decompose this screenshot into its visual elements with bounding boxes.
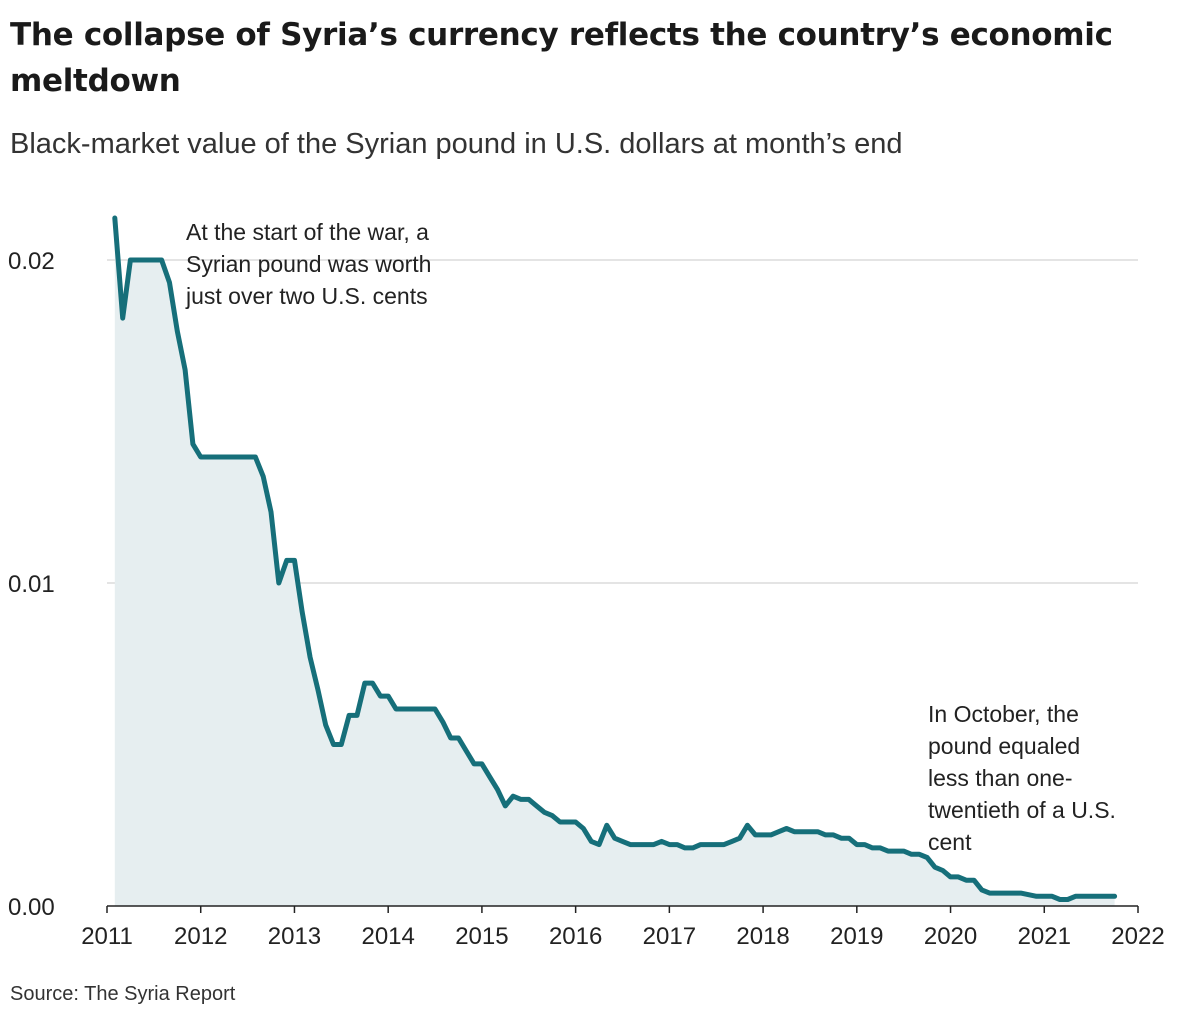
x-tick-label: 2013: [268, 923, 321, 950]
series-line: [112, 215, 1118, 902]
x-tick-label: 2018: [736, 923, 789, 950]
annotation-line: At the start of the war, a: [186, 219, 429, 245]
annotation-line: less than one-: [928, 765, 1072, 791]
annotation-line: In October, the: [928, 701, 1079, 727]
x-axis: 2011 2012 2013 2014 2015 2016 2017 2018 2019 2020…: [81, 905, 1165, 950]
annotation-line: cent: [928, 829, 972, 855]
x-tick-label: 2015: [455, 923, 508, 950]
annotation-2: In October, the pound equaled less than on…: [928, 701, 1116, 855]
x-tick-label: 2021: [1018, 923, 1071, 950]
annotation-line: just over two U.S. cents: [185, 283, 428, 309]
plot-area: [112, 215, 1118, 906]
x-tick-label: 2011: [81, 923, 133, 950]
y-tick-label: 0.02: [8, 248, 55, 275]
annotation-line: twentieth of a U.S.: [928, 797, 1116, 823]
y-tick-label: 0.01: [8, 571, 55, 598]
x-tick-label: 2012: [174, 923, 227, 950]
annotation-line: Syrian pound was worth: [186, 251, 431, 277]
chart-subtitle: Black-market value of the Syrian pound i…: [10, 128, 903, 160]
x-tick-label: 2017: [643, 923, 696, 950]
x-tick-label: 2014: [361, 923, 414, 950]
x-tick-label: 2019: [830, 923, 883, 950]
source-note: Source: The Syria Report: [10, 983, 236, 1005]
x-tick-label: 2020: [924, 923, 977, 950]
x-tick-label: 2022: [1111, 923, 1164, 950]
annotation-line: pound equaled: [928, 733, 1080, 759]
chart-title: The collapse of Syria’s currency reflect…: [10, 17, 1113, 99]
y-axis: 0.00 0.01 0.02: [8, 248, 55, 921]
y-tick-label: 0.00: [8, 894, 55, 921]
annotations: At the start of the war, a Syrian pound w…: [185, 219, 1116, 855]
series-area: [114, 218, 1115, 906]
annotation-1: At the start of the war, a Syrian pound w…: [185, 219, 431, 309]
x-tick-label: 2016: [549, 923, 602, 950]
